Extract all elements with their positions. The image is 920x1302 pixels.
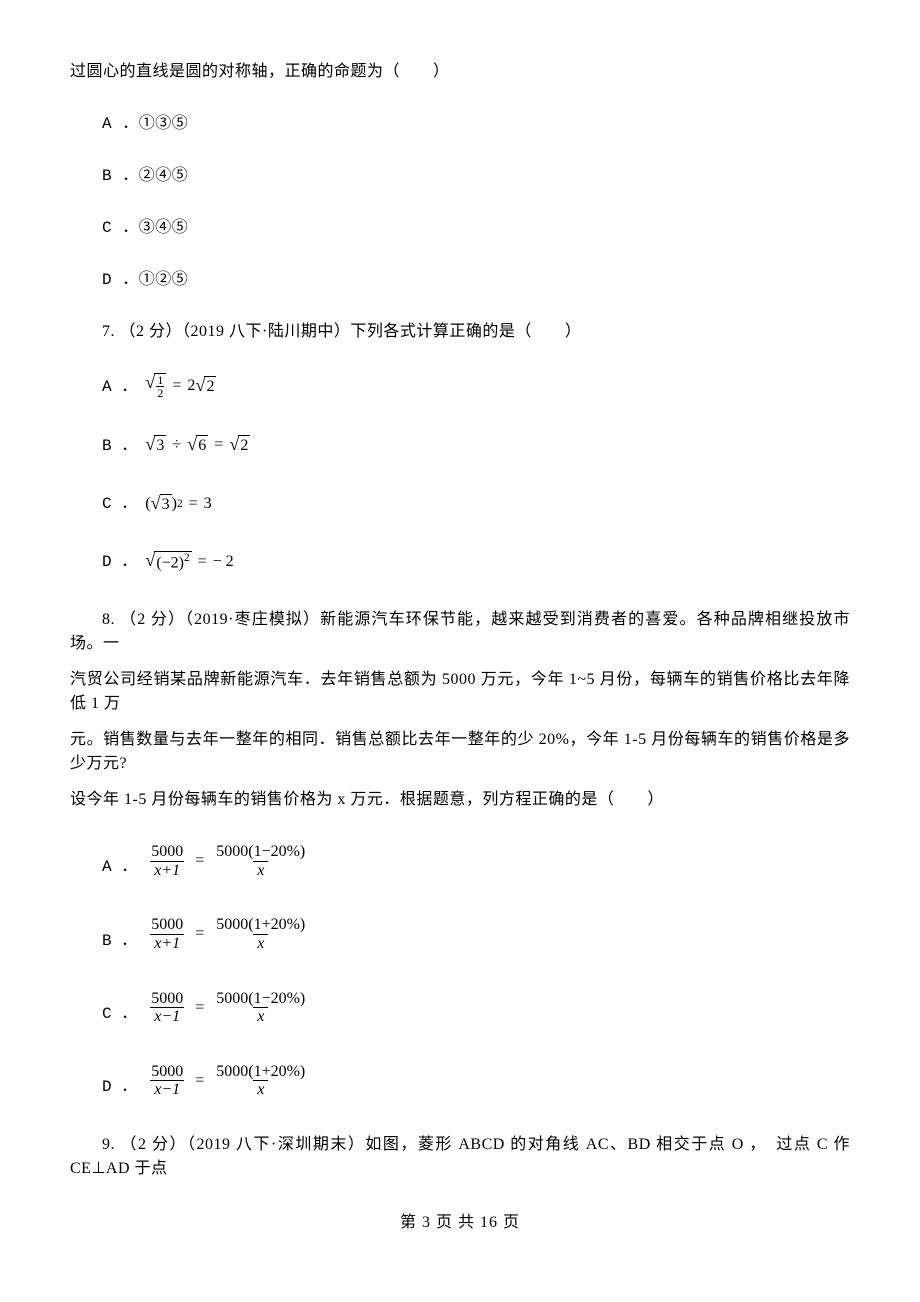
rhs-coef: 2 [187,374,195,398]
denominator: x [253,861,268,880]
numerator: 5000(1+20%) [212,916,309,934]
numerator: 5000 [147,1063,187,1081]
denominator: 2 [156,386,164,399]
rhs-value: − 2 [213,550,234,574]
q8-stem: 8. （2 分）（2019·枣庄模拟）新能源汽车环保节能，越来越受到消费者的喜爱… [70,608,850,812]
numerator: 5000(1−20%) [212,843,309,861]
equals-sign: = [172,374,181,398]
q7-option-d: D ． (−2)2 = − 2 [102,550,850,574]
radicand: 2 [204,376,216,396]
fraction-rhs: 5000(1−20%) x [212,843,309,879]
denominator: x−1 [150,1007,184,1026]
divide-sign: ÷ [172,433,181,457]
option-letter: A ． [102,858,137,876]
fraction-rhs: 5000(1+20%) x [212,1063,309,1099]
sqrt-icon: 2 [229,435,250,455]
numerator: 1 [156,374,164,386]
sqrt-icon: 1 2 [145,373,166,399]
option-letter: D ． [102,553,137,571]
equals-sign: = [189,492,198,516]
exponent: 2 [184,552,190,564]
rhs-value: 3 [204,492,212,516]
q7-stem: 7. （2 分）（2019 八下·陆川期中）下列各式计算正确的是（ ） [70,320,850,344]
radicand: 3 [160,494,172,514]
q6-option-b: B ．②④⑤ [70,164,850,188]
q7-option-b: B ． 3 ÷ 6 = 2 [102,433,850,458]
equals-sign: = [214,433,223,457]
exponent: 2 [177,496,183,513]
fraction-lhs: 5000 x−1 [147,990,187,1026]
option-letter: A ． [102,378,137,396]
denominator: x+1 [150,934,184,953]
fraction-rhs: 5000(1−20%) x [212,990,309,1026]
sqrt-icon: 3 [151,494,172,514]
sqrt-icon: 3 [145,435,166,455]
numerator: 5000 [147,843,187,861]
sqrt-icon: 2 [195,376,216,396]
sqrt-icon: 6 [187,435,208,455]
numerator: 5000(1+20%) [212,1063,309,1081]
inner-expr: (−2) [156,554,184,571]
q9-stem: 9. （2 分）（2019 八下·深圳期末）如图，菱形 ABCD 的对角线 AC… [70,1133,850,1181]
q8-option-c: C ． 5000 x−1 = 5000(1−20%) x [102,987,850,1026]
option-letter: D ． [102,1078,137,1096]
denominator: x [253,1080,268,1099]
denominator: x [253,1007,268,1026]
numerator: 5000(1−20%) [212,990,309,1008]
radicand: 6 [196,435,208,455]
equals-sign: = [195,922,204,946]
option-letter: B ． [102,932,137,950]
q7-option-c: C ． ( 3 )2 = 3 [102,492,850,516]
fraction-lhs: 5000 x+1 [147,843,187,879]
option-letter: C ． [102,495,137,513]
denominator: x−1 [150,1080,184,1099]
denominator: x [253,934,268,953]
equals-sign: = [195,996,204,1020]
q8-line3: 元。销售数量与去年一整年的相同．销售总额比去年一整年的少 20%，今年 1-5 … [70,728,850,776]
radicand: 3 [154,435,166,455]
numerator: 5000 [147,916,187,934]
page-footer: 第 3 页 共 16 页 [70,1211,850,1235]
q8-option-b: B ． 5000 x+1 = 5000(1+20%) x [102,913,850,952]
q6-option-d: D ．①②⑤ [70,268,850,292]
q6-stem-tail: 过圆心的直线是圆的对称轴，正确的命题为（ ） [70,60,850,84]
radicand: 2 [238,435,250,455]
q6-option-a: A ．①③⑤ [70,112,850,136]
q8-option-d: D ． 5000 x−1 = 5000(1+20%) x [102,1060,850,1099]
sqrt-icon: (−2)2 [145,551,191,573]
equals-sign: = [195,849,204,873]
option-letter: B ． [102,437,137,455]
numerator: 5000 [147,990,187,1008]
q7-option-a: A ． 1 2 = 2 2 [102,372,850,399]
q8-line1: 8. （2 分）（2019·枣庄模拟）新能源汽车环保节能，越来越受到消费者的喜爱… [70,608,850,656]
q8-line4: 设今年 1-5 月份每辆车的销售价格为 x 万元．根据题意，列方程正确的是（ ） [70,788,850,812]
q8-option-a: A ． 5000 x+1 = 5000(1−20%) x [102,840,850,879]
q8-line2: 汽贸公司经销某品牌新能源汽车．去年销售总额为 5000 万元，今年 1~5 月份… [70,668,850,716]
q6-option-c: C ．③④⑤ [70,216,850,240]
option-letter: C ． [102,1005,137,1023]
fraction: 1 2 [156,374,164,399]
fraction-rhs: 5000(1+20%) x [212,916,309,952]
fraction-lhs: 5000 x+1 [147,916,187,952]
fraction-lhs: 5000 x−1 [147,1063,187,1099]
equals-sign: = [195,1069,204,1093]
denominator: x+1 [150,861,184,880]
equals-sign: = [198,550,207,574]
